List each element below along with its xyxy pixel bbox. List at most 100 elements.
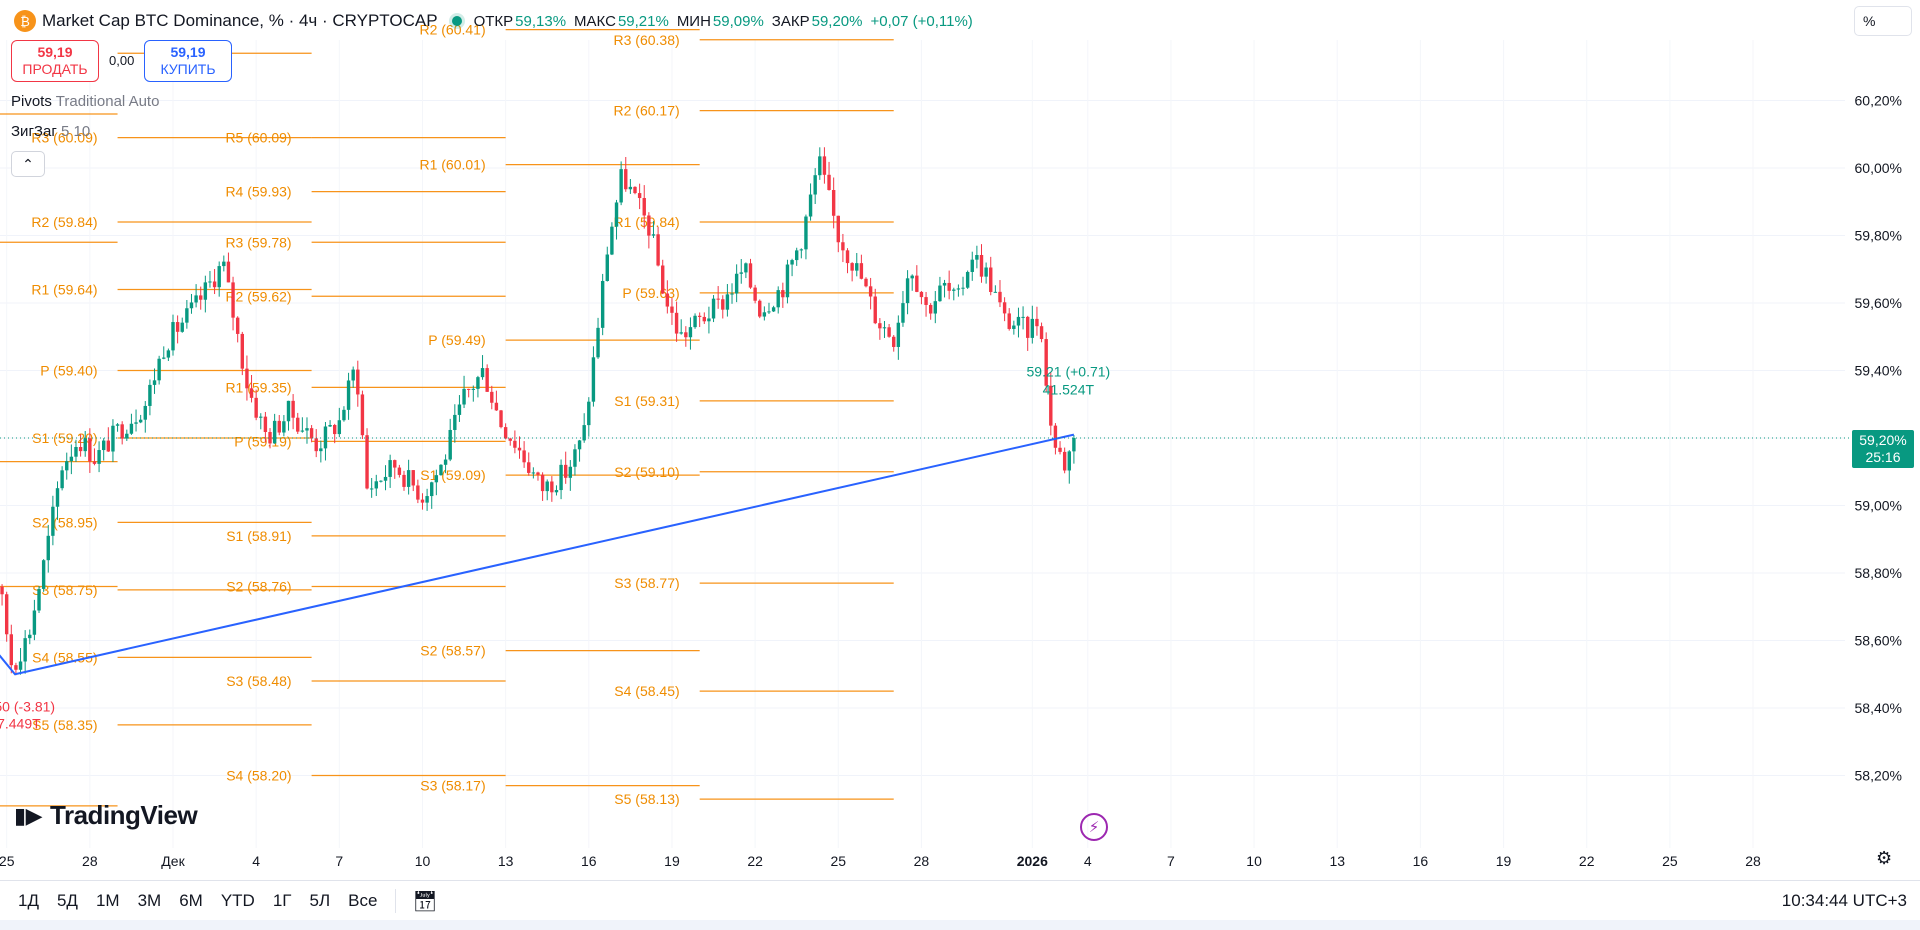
candle-body bbox=[771, 307, 776, 312]
sell-price: 59,19 bbox=[37, 44, 73, 60]
candle-body bbox=[9, 634, 13, 666]
candle-body bbox=[711, 298, 716, 319]
candle-body bbox=[684, 332, 688, 338]
x-tick-label: 25 bbox=[0, 853, 15, 869]
collapse-legend-button[interactable]: ⌃ bbox=[11, 151, 45, 177]
candle-body bbox=[559, 464, 563, 491]
buy-button[interactable]: 59,19 КУПИТЬ bbox=[144, 40, 232, 82]
range-3m[interactable]: 3М bbox=[137, 891, 162, 910]
x-tick-label: 16 bbox=[581, 853, 597, 869]
candle-body bbox=[688, 327, 693, 338]
candle-body bbox=[106, 440, 111, 452]
lightning-icon[interactable]: ⚡ bbox=[1080, 813, 1108, 841]
indicator-pivots[interactable]: Pivots Traditional Auto bbox=[11, 93, 159, 110]
candle-body bbox=[970, 259, 974, 272]
range-1m[interactable]: 1М bbox=[95, 891, 120, 910]
clock[interactable]: 10:34:44 UTC+3 bbox=[1781, 891, 1907, 910]
range-1d[interactable]: 1Д bbox=[18, 891, 39, 910]
candle-body bbox=[808, 194, 813, 217]
range-all[interactable]: Все bbox=[348, 891, 378, 910]
candle-body bbox=[212, 281, 217, 288]
candle-body bbox=[194, 295, 198, 303]
range-6m[interactable]: 6М bbox=[179, 891, 203, 910]
candle-body bbox=[790, 260, 794, 265]
spread-value: 0,00 bbox=[109, 53, 135, 68]
pivot-level-label: S2 (58.95) bbox=[32, 514, 97, 530]
candle-body bbox=[369, 488, 374, 490]
range-1y[interactable]: 1Г bbox=[272, 891, 292, 910]
candle-body bbox=[286, 400, 291, 422]
candle-body bbox=[568, 466, 573, 478]
candle-body bbox=[702, 316, 706, 322]
candle-body bbox=[1007, 313, 1011, 329]
x-tick-label: Дек bbox=[161, 853, 185, 869]
zigzag-line bbox=[0, 433, 1075, 676]
indicator-zigzag[interactable]: ЗигЗаг 5 10 bbox=[11, 123, 90, 140]
candle-body bbox=[157, 358, 161, 381]
pivot-level-label: R2 (59.84) bbox=[31, 214, 97, 230]
candle-body bbox=[550, 481, 554, 493]
candle-body bbox=[222, 261, 226, 267]
pivot-level-label: S2 (58.76) bbox=[226, 579, 291, 595]
calendar-goto-icon[interactable]: 📅︎ bbox=[412, 890, 438, 913]
pivot-level-label: S1 (59.31) bbox=[614, 393, 679, 409]
gear-icon[interactable]: ⚙ bbox=[1876, 848, 1893, 868]
tradingview-logo[interactable]: ▮▶ TradingView bbox=[14, 800, 198, 831]
candle-body bbox=[989, 267, 993, 292]
candle-body bbox=[1053, 425, 1058, 448]
candle-body bbox=[564, 464, 568, 478]
candle-body bbox=[1062, 451, 1067, 471]
candle-body bbox=[189, 302, 194, 309]
candle-body bbox=[1002, 302, 1007, 314]
candle-body bbox=[120, 424, 124, 439]
candle-body bbox=[111, 425, 115, 452]
candle-body bbox=[457, 404, 462, 415]
candle-body bbox=[1072, 438, 1076, 452]
candle-body bbox=[65, 461, 69, 471]
range-5d[interactable]: 5Д bbox=[56, 891, 78, 910]
candle-body bbox=[517, 447, 522, 451]
symbol-title[interactable]: Market Cap BTC Dominance, % · 4ч · CRYPT… bbox=[42, 11, 438, 30]
sell-button[interactable]: 59,19 ПРОДАТЬ bbox=[11, 40, 99, 82]
candle-body bbox=[476, 377, 480, 389]
scale-mode-button[interactable]: % bbox=[1854, 6, 1912, 36]
candle-body bbox=[942, 282, 947, 286]
candle-body bbox=[1044, 339, 1048, 386]
candle-body bbox=[859, 263, 864, 279]
candle-body bbox=[1016, 316, 1021, 326]
x-tick-label: 4 bbox=[252, 853, 260, 869]
candle-body bbox=[841, 242, 845, 251]
candle-body bbox=[0, 586, 4, 595]
candle-body bbox=[28, 634, 32, 639]
candle-body bbox=[60, 470, 64, 489]
last-price-tag: 59,20% 25:16 bbox=[1852, 430, 1914, 468]
candle-body bbox=[129, 423, 134, 434]
market-status-dot-icon bbox=[451, 16, 462, 26]
pivot-level-label: S3 (58.75) bbox=[32, 582, 97, 598]
candle-body bbox=[4, 594, 9, 635]
pivot-level-label: P (59.40) bbox=[40, 363, 97, 379]
y-tick-label: 59,40% bbox=[1855, 363, 1902, 379]
candle-body bbox=[956, 288, 961, 290]
range-5y[interactable]: 5Л bbox=[309, 891, 331, 910]
candle-body bbox=[166, 350, 171, 358]
candle-body bbox=[642, 198, 646, 216]
candle-body bbox=[1058, 447, 1062, 452]
candle-body bbox=[208, 281, 212, 283]
candle-body bbox=[781, 290, 785, 298]
candle-body bbox=[74, 446, 78, 457]
x-tick-label: 13 bbox=[498, 853, 514, 869]
x-tick-label: 28 bbox=[914, 853, 930, 869]
y-tick-label: 59,00% bbox=[1855, 498, 1902, 514]
x-tick-label: 10 bbox=[415, 853, 431, 869]
candle-body bbox=[23, 638, 27, 662]
pivot-level-label: S4 (58.45) bbox=[614, 683, 679, 699]
range-ytd[interactable]: YTD bbox=[220, 891, 255, 910]
candle-body bbox=[18, 661, 23, 670]
candle-body bbox=[910, 275, 914, 279]
candle-body bbox=[845, 250, 850, 264]
candle-body bbox=[356, 369, 360, 395]
toolbar-divider bbox=[395, 889, 397, 913]
pivot-level-label: S5 (58.13) bbox=[614, 791, 679, 807]
